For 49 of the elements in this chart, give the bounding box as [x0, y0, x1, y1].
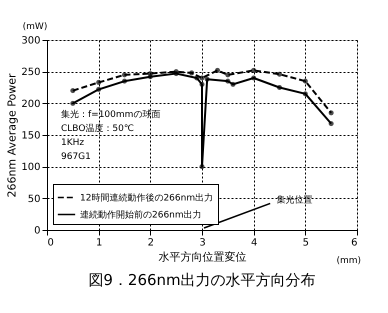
point — [251, 76, 256, 80]
text: (mm) — [336, 256, 361, 266]
y-tick-label: 100 — [21, 162, 40, 174]
point — [302, 91, 308, 96]
point — [189, 70, 194, 76]
x-tick-label: 2 — [148, 238, 154, 248]
point — [230, 82, 236, 87]
legend-label: 12時間連続動作後の266nm出力 — [80, 192, 214, 204]
text: 図9．266nm出力の水平方向分布 — [88, 271, 316, 289]
point — [200, 164, 204, 170]
point — [277, 85, 282, 90]
y-tick-label: 250 — [21, 67, 40, 78]
point — [70, 100, 76, 106]
point — [277, 72, 282, 77]
point — [200, 82, 204, 87]
point — [225, 72, 230, 78]
text: (mW) — [22, 22, 48, 32]
y-axis-title: 266nm Average Power — [5, 72, 18, 198]
y-tick-label: 300 — [21, 36, 40, 46]
y-tick-label: 200 — [21, 98, 40, 110]
annotation: 集光：f=100mmの球面 — [61, 109, 160, 120]
annotation: 1KHz — [61, 138, 84, 148]
point — [302, 78, 308, 84]
annotation: 967G1 — [61, 152, 91, 162]
x-axis-title: 水平方向位置変位 — [158, 250, 246, 264]
point — [148, 74, 153, 80]
x-tick-label: 6 — [351, 238, 358, 248]
point — [328, 110, 334, 116]
point — [251, 68, 256, 73]
y-tick-label: 0 — [34, 226, 40, 236]
point — [200, 76, 204, 80]
point — [70, 88, 76, 94]
point — [96, 86, 102, 92]
x-tick-label: 4 — [250, 238, 258, 248]
x-tick-label: 3 — [199, 238, 206, 248]
y-tick-label: 150 — [21, 130, 40, 142]
y-tick-label: 50 — [28, 194, 40, 205]
point — [96, 80, 102, 85]
point — [215, 68, 220, 73]
legend-label: 連続動作開始前の266nm出力 — [80, 210, 202, 220]
point — [328, 121, 334, 126]
point — [225, 78, 230, 84]
point — [194, 76, 200, 80]
x-tick-label: 1 — [96, 238, 102, 248]
point — [122, 72, 127, 78]
x-tick-label: 0 — [48, 238, 54, 248]
point — [122, 78, 127, 84]
x-tick-label: 5 — [302, 238, 310, 248]
point — [204, 76, 210, 82]
